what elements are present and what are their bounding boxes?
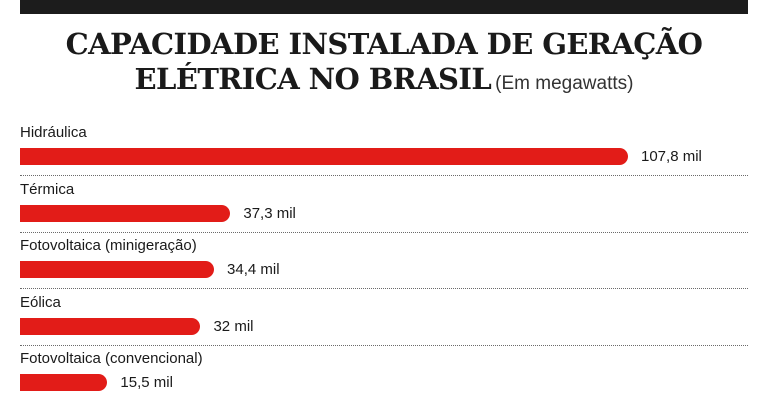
bar [20,374,108,391]
top-band [20,0,748,14]
value-label: 37,3 mil [243,204,296,222]
category-label: Fotovoltaica (convencional) [20,350,203,367]
chart-title-line-2: ELÉTRICA NO BRASIL (Em megawatts) [0,65,768,94]
value-label: 15,5 mil [120,374,173,391]
value-label: 32 mil [213,317,254,335]
category-label: Térmica [20,180,75,198]
bar [20,148,628,165]
category-label: Hidráulica [20,124,87,141]
chart-title: CAPACIDADE INSTALADA DE GERAÇÃO ELÉTRICA… [0,30,768,94]
chart-title-line-2-text: ELÉTRICA NO BRASIL [134,62,492,96]
row-divider [20,175,748,176]
unit-note: (Em megawatts) [495,73,634,94]
value-label: 34,4 mil [227,261,280,278]
bar [20,261,215,278]
bar [20,317,201,335]
value-label: 107,8 mil [641,148,702,165]
category-label: Fotovoltaica (minigeração) [20,237,197,254]
row-divider [20,231,748,233]
row-divider [20,288,748,289]
bar [20,204,231,222]
chart-title-line-1: CAPACIDADE INSTALADA DE GERAÇÃO [65,27,703,61]
row-divider [20,344,748,346]
category-label: Eólica [20,293,61,311]
